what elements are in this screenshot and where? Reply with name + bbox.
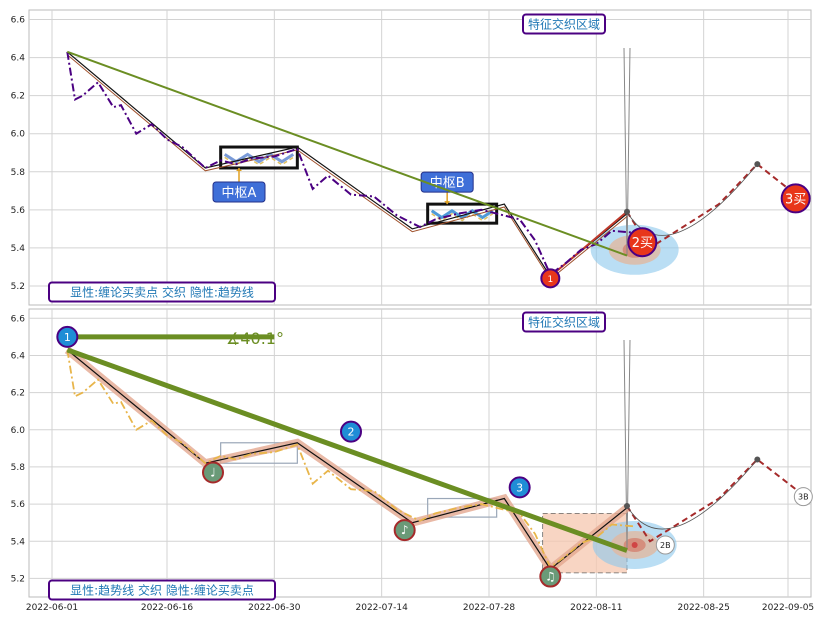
top-y-tick-label: 5.2 bbox=[11, 282, 25, 292]
trend-point-label-1: 1 bbox=[64, 331, 71, 344]
zhongshu-wave-1 bbox=[223, 152, 295, 164]
note-marker-label-1: ♩ bbox=[210, 466, 216, 480]
small-marker-label-1: 2B bbox=[660, 541, 671, 550]
top-region-label: 特征交织区域 bbox=[528, 17, 600, 32]
bottom-forecast-node bbox=[624, 502, 630, 509]
bottom-plot-area bbox=[28, 308, 812, 598]
top-plot-area bbox=[28, 9, 812, 306]
bottom-price-line bbox=[66, 349, 635, 569]
bottom-forecast-line bbox=[626, 458, 797, 543]
bottom-region-label: 特征交织区域 bbox=[528, 315, 600, 330]
top-y-tick-label: 6.2 bbox=[11, 92, 25, 102]
top-y-tick-label: 5.8 bbox=[11, 168, 26, 178]
note-marker-1 bbox=[202, 461, 224, 484]
top-y-tick-label: 5.6 bbox=[11, 206, 26, 216]
small-marker-1 bbox=[655, 535, 675, 555]
zhongshu-box-1 bbox=[219, 145, 299, 170]
trend-point-3 bbox=[508, 476, 531, 499]
zhongshu-label-1: 中枢A bbox=[222, 186, 257, 201]
top-forecast-node bbox=[754, 161, 761, 168]
zhongshu-arrow-1 bbox=[236, 167, 242, 171]
buy-marker-label-3: 3买 bbox=[785, 192, 806, 207]
buy-marker-2 bbox=[627, 227, 658, 258]
bottom-y-tick-label: 6.0 bbox=[11, 426, 26, 436]
trend-point-label-3: 3 bbox=[516, 481, 523, 494]
top-region-label-box bbox=[522, 13, 606, 35]
bottom-y-tick-label: 5.6 bbox=[11, 500, 26, 510]
top-y-tick-label: 5.4 bbox=[11, 244, 26, 254]
note-marker-label-3: ♫ bbox=[545, 570, 556, 584]
x-tick-label: 2022-06-16 bbox=[141, 603, 194, 613]
buy-marker-1 bbox=[540, 268, 561, 289]
top-price-line bbox=[66, 51, 635, 277]
top-forecast-curve bbox=[626, 163, 758, 236]
top-bi-up bbox=[549, 210, 628, 278]
buy-marker-3 bbox=[780, 183, 811, 214]
trend-point-label-2: 2 bbox=[348, 426, 355, 439]
bottom-forecast-curve bbox=[626, 459, 758, 530]
bottom-y-tick-label: 5.4 bbox=[11, 537, 26, 547]
bottom-highlight-dot bbox=[631, 541, 638, 548]
bottom-y-tick-label: 6.4 bbox=[11, 351, 26, 361]
x-tick-label: 2022-08-25 bbox=[678, 603, 730, 613]
bottom-y-tick-label: 5.2 bbox=[11, 574, 25, 584]
top-legend-box: 显性:缠论买卖点 交织 隐性:趋势线 bbox=[70, 285, 254, 300]
bottom-trend-line bbox=[66, 347, 628, 553]
top-forecast-node bbox=[624, 208, 630, 215]
top-y-tick-label: 6.6 bbox=[11, 16, 26, 26]
zhongshu-label-2: 中枢B bbox=[430, 176, 465, 191]
bottom-y-tick-label: 6.2 bbox=[11, 389, 25, 399]
x-tick-label: 2022-06-01 bbox=[26, 603, 78, 613]
bottom-forecast-node bbox=[754, 456, 761, 463]
buy-marker-label-2: 2买 bbox=[632, 236, 653, 251]
x-tick-label: 2022-08-11 bbox=[570, 603, 622, 613]
top-y-tick-label: 6.4 bbox=[11, 54, 26, 64]
zhongshu-label-box-1 bbox=[212, 181, 266, 203]
note-marker-2 bbox=[393, 519, 416, 542]
bottom-y-tick-label: 6.6 bbox=[11, 314, 26, 324]
x-tick-label: 2022-07-14 bbox=[356, 603, 409, 613]
x-tick-label: 2022-09-05 bbox=[762, 603, 814, 613]
small-marker-label-2: 3B bbox=[798, 493, 809, 502]
x-tick-label: 2022-07-28 bbox=[463, 603, 516, 613]
buy-marker-label-1: 1 bbox=[547, 275, 553, 285]
zhongshu-label-box-2 bbox=[420, 171, 474, 193]
bottom-region-label-box bbox=[522, 311, 606, 333]
angle-label: ∡40.1° bbox=[226, 329, 284, 348]
note-marker-label-2: ♪ bbox=[401, 523, 409, 537]
trend-point-1 bbox=[56, 325, 79, 348]
zhongshu-wave-2 bbox=[430, 209, 494, 220]
note-marker-3 bbox=[539, 565, 562, 588]
small-marker-2 bbox=[793, 487, 813, 507]
top-trend-line bbox=[66, 50, 628, 257]
bottom-y-tick-label: 5.8 bbox=[11, 463, 26, 473]
top-legend-box-box bbox=[48, 281, 276, 303]
trend-point-2 bbox=[340, 420, 362, 443]
bottom-zhongshu-box-1 bbox=[220, 442, 298, 464]
zhongshu-wave-dash-2 bbox=[431, 212, 494, 222]
zhongshu-arrow-2 bbox=[444, 201, 451, 205]
top-y-tick-label: 6.0 bbox=[11, 130, 26, 140]
bottom-legend-box: 显性:趋势线 交织 隐性:缠论买卖点 bbox=[70, 583, 254, 598]
bottom-legend-box-box bbox=[48, 579, 276, 601]
x-tick-label: 2022-06-30 bbox=[248, 603, 301, 613]
top-forecast-line bbox=[626, 162, 797, 250]
